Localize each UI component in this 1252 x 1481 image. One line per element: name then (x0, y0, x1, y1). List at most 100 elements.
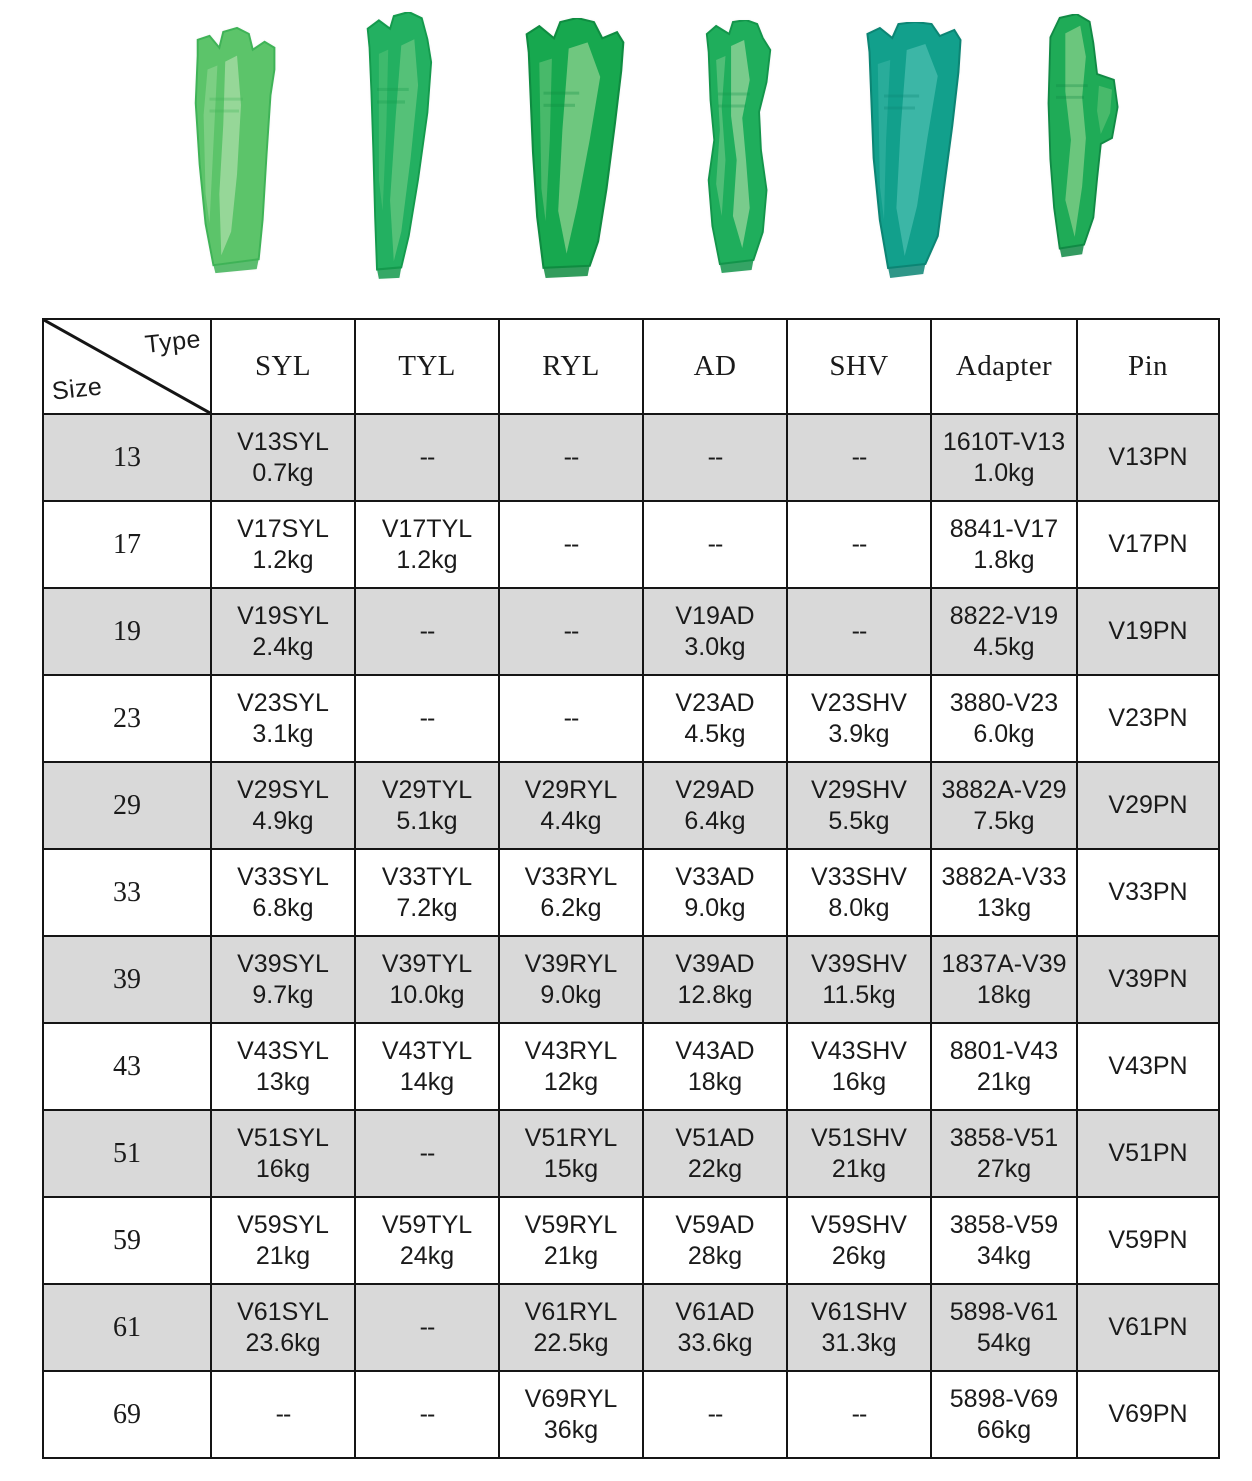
part-weight: 24kg (399, 1241, 455, 1270)
part-code: V33SYL (237, 863, 329, 891)
part-code: 8801-V43 (949, 1037, 1059, 1065)
part-code: V61SHV (811, 1298, 907, 1326)
part-code: V39SHV (811, 950, 907, 978)
bucket-tooth-adapter-graphic (1028, 14, 1140, 264)
part-weight: 16kg (255, 1154, 311, 1183)
part-code: V19SYL (237, 602, 329, 630)
part-weight: 0.7kg (252, 458, 314, 487)
part-code: 3882A-V33 (941, 863, 1067, 891)
cell-ad: -- (642, 1370, 788, 1459)
part-code: V17TYL (381, 515, 473, 543)
diagonal-divider-icon (44, 320, 210, 413)
part-weight: 3.9kg (828, 719, 890, 748)
part-code: V43TYL (381, 1037, 473, 1065)
cell-pin: V13PN (1076, 413, 1220, 502)
size-cell: 13 (42, 413, 212, 502)
part-weight: 31.3kg (821, 1328, 897, 1357)
part-code: V61RYL (524, 1298, 618, 1326)
part-code: V23AD (675, 689, 755, 717)
table-row: 19 V19SYL 2.4kg -- -- V19AD 3.0kg -- 8822-V19 4.5… (42, 587, 1220, 676)
column-header-syl: SYL (210, 318, 356, 415)
part-code: V29SHV (811, 776, 907, 804)
part-weight: 54kg (976, 1328, 1032, 1357)
part-weight: 13kg (255, 1067, 311, 1096)
empty-dash: -- (419, 1400, 436, 1428)
cell-ryl: -- (498, 674, 644, 763)
part-code: V33TYL (381, 863, 473, 891)
part-code: V43SYL (237, 1037, 329, 1065)
column-header-tyl: TYL (354, 318, 500, 415)
part-weight: 9.0kg (684, 893, 746, 922)
empty-dash: -- (707, 530, 724, 558)
cell-ad: V33AD 9.0kg (642, 848, 788, 937)
part-weight: 9.7kg (252, 980, 314, 1009)
cell-pin: V61PN (1076, 1283, 1220, 1372)
corner-header-size-type: Type Size (42, 318, 212, 415)
cell-syl: V13SYL 0.7kg (210, 413, 356, 502)
size-cell: 43 (42, 1022, 212, 1111)
part-code: V39PN (1108, 965, 1188, 994)
part-code: 3858-V51 (949, 1124, 1059, 1152)
part-code: V43SHV (811, 1037, 907, 1065)
part-weight: 3.1kg (252, 719, 314, 748)
empty-dash: -- (851, 1400, 868, 1428)
cell-syl: V17SYL 1.2kg (210, 500, 356, 589)
cell-shv: -- (786, 500, 932, 589)
cell-pin: V43PN (1076, 1022, 1220, 1111)
part-weight: 6.0kg (973, 719, 1035, 748)
part-weight: 12.8kg (677, 980, 753, 1009)
cell-adapter: 8822-V19 4.5kg (930, 587, 1078, 676)
part-weight: 1.8kg (973, 545, 1035, 574)
cell-syl: V59SYL 21kg (210, 1196, 356, 1285)
part-weight: 6.8kg (252, 893, 314, 922)
bucket-tooth-ryl-graphic (512, 18, 638, 280)
part-weight: 36kg (543, 1415, 599, 1444)
cell-syl: V19SYL 2.4kg (210, 587, 356, 676)
table-row: 43 V43SYL 13kg V43TYL 14kg V43RYL 12kg V43AD 18k… (42, 1022, 1220, 1111)
cell-ryl: -- (498, 587, 644, 676)
cell-pin: V59PN (1076, 1196, 1220, 1285)
size-cell: 51 (42, 1109, 212, 1198)
part-weight: 5.5kg (828, 806, 890, 835)
part-code: V23SHV (811, 689, 907, 717)
part-weight: 7.5kg (973, 806, 1035, 835)
column-header-shv: SHV (786, 318, 932, 415)
empty-dash: -- (563, 704, 580, 732)
part-code: V29RYL (524, 776, 618, 804)
column-header-ryl: RYL (498, 318, 644, 415)
empty-dash: -- (419, 1139, 436, 1167)
bucket-tooth-ad (690, 4, 802, 278)
cell-syl: V33SYL 6.8kg (210, 848, 356, 937)
part-weight: 21kg (976, 1067, 1032, 1096)
part-weight: 2.4kg (252, 632, 314, 661)
cell-ad: V61AD 33.6kg (642, 1283, 788, 1372)
part-code: V33RYL (524, 863, 618, 891)
cell-ad: V43AD 18kg (642, 1022, 788, 1111)
part-code: V29TYL (381, 776, 473, 804)
part-code: V29AD (675, 776, 755, 804)
cell-ad: V51AD 22kg (642, 1109, 788, 1198)
part-weight: 21kg (543, 1241, 599, 1270)
part-weight: 15kg (543, 1154, 599, 1183)
specification-table: Type Size SYL TYL RYL AD SHV Adapter Pin… (42, 318, 1220, 1459)
product-image-strip (180, 4, 1140, 296)
part-weight: 1.2kg (252, 545, 314, 574)
cell-pin: V19PN (1076, 587, 1220, 676)
cell-ryl: V43RYL 12kg (498, 1022, 644, 1111)
cell-ryl: V29RYL 4.4kg (498, 761, 644, 850)
part-code: V19PN (1108, 617, 1188, 646)
part-code: V29SYL (237, 776, 329, 804)
part-weight: 66kg (976, 1415, 1032, 1444)
part-code: V59RYL (524, 1211, 618, 1239)
part-weight: 4.5kg (684, 719, 746, 748)
part-weight: 10.0kg (389, 980, 465, 1009)
cell-adapter: 3882A-V33 13kg (930, 848, 1078, 937)
empty-dash: -- (419, 704, 436, 732)
part-weight: 5.1kg (396, 806, 458, 835)
cell-tyl: V33TYL 7.2kg (354, 848, 500, 937)
cell-tyl: -- (354, 1109, 500, 1198)
empty-dash: -- (851, 530, 868, 558)
size-cell: 59 (42, 1196, 212, 1285)
table-row: 69 -- -- V69RYL 36kg -- -- 5898-V69 66kg V69PN (42, 1370, 1220, 1459)
